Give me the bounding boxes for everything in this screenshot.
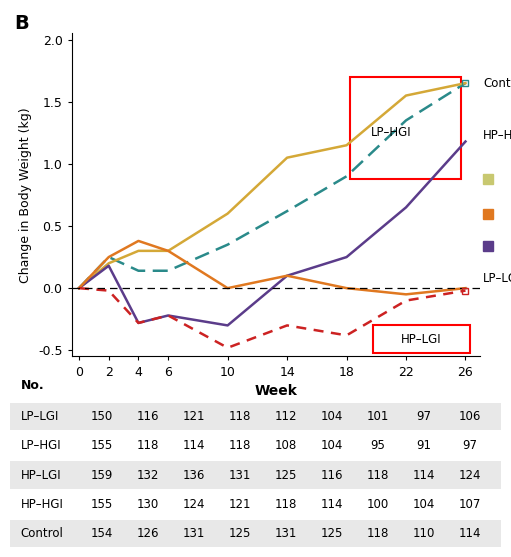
Text: 155: 155 <box>91 439 113 452</box>
Text: 150: 150 <box>91 410 113 423</box>
Text: 125: 125 <box>275 468 297 482</box>
Text: 118: 118 <box>367 468 389 482</box>
Text: 118: 118 <box>367 527 389 540</box>
Text: LP–LGI: LP–LGI <box>483 272 511 285</box>
Text: 106: 106 <box>459 410 481 423</box>
Text: 112: 112 <box>275 410 297 423</box>
Text: 114: 114 <box>459 527 481 540</box>
Text: 101: 101 <box>367 410 389 423</box>
Text: 97: 97 <box>462 439 478 452</box>
Text: 125: 125 <box>229 527 251 540</box>
Text: 159: 159 <box>91 468 113 482</box>
Text: 126: 126 <box>137 527 159 540</box>
Text: LP–HGI: LP–HGI <box>20 439 61 452</box>
Text: 118: 118 <box>275 498 297 511</box>
Y-axis label: Change in Body Weight (kg): Change in Body Weight (kg) <box>19 107 33 283</box>
Text: HP–HGI: HP–HGI <box>20 498 63 511</box>
Text: 124: 124 <box>183 498 205 511</box>
Text: 155: 155 <box>91 498 113 511</box>
Text: 136: 136 <box>183 468 205 482</box>
Text: HP–HGI: HP–HGI <box>483 129 511 142</box>
Text: 104: 104 <box>321 439 343 452</box>
FancyBboxPatch shape <box>10 461 501 489</box>
Text: 100: 100 <box>367 498 389 511</box>
Text: 114: 114 <box>183 439 205 452</box>
Text: 118: 118 <box>137 439 159 452</box>
Text: 121: 121 <box>183 410 205 423</box>
Text: Control: Control <box>20 527 63 540</box>
Text: 154: 154 <box>91 527 113 540</box>
Text: 121: 121 <box>229 498 251 511</box>
Text: 108: 108 <box>275 439 297 452</box>
Text: No.: No. <box>20 379 44 392</box>
Text: LP–HGI: LP–HGI <box>371 126 411 139</box>
X-axis label: Week: Week <box>254 384 297 398</box>
Text: 131: 131 <box>229 468 251 482</box>
Text: 97: 97 <box>416 410 432 423</box>
Text: 118: 118 <box>229 410 251 423</box>
Text: 132: 132 <box>137 468 159 482</box>
FancyBboxPatch shape <box>10 520 501 547</box>
Text: 116: 116 <box>321 468 343 482</box>
Text: HP–LGI: HP–LGI <box>20 468 61 482</box>
Text: HP–LGI: HP–LGI <box>401 333 441 345</box>
Text: 124: 124 <box>459 468 481 482</box>
Text: 95: 95 <box>370 439 386 452</box>
FancyBboxPatch shape <box>10 432 501 460</box>
FancyBboxPatch shape <box>10 491 501 518</box>
Text: 104: 104 <box>413 498 435 511</box>
Text: 104: 104 <box>321 410 343 423</box>
Text: LP–LGI: LP–LGI <box>20 410 59 423</box>
Text: 131: 131 <box>275 527 297 540</box>
Text: B: B <box>14 14 29 33</box>
Text: 110: 110 <box>413 527 435 540</box>
Text: 125: 125 <box>321 527 343 540</box>
FancyBboxPatch shape <box>10 403 501 431</box>
Text: 116: 116 <box>137 410 159 423</box>
Text: 118: 118 <box>229 439 251 452</box>
Text: Control: Control <box>483 77 511 90</box>
Text: 114: 114 <box>321 498 343 511</box>
Text: 91: 91 <box>416 439 432 452</box>
Text: 114: 114 <box>413 468 435 482</box>
Text: 130: 130 <box>137 498 159 511</box>
Text: 107: 107 <box>459 498 481 511</box>
Text: 131: 131 <box>183 527 205 540</box>
